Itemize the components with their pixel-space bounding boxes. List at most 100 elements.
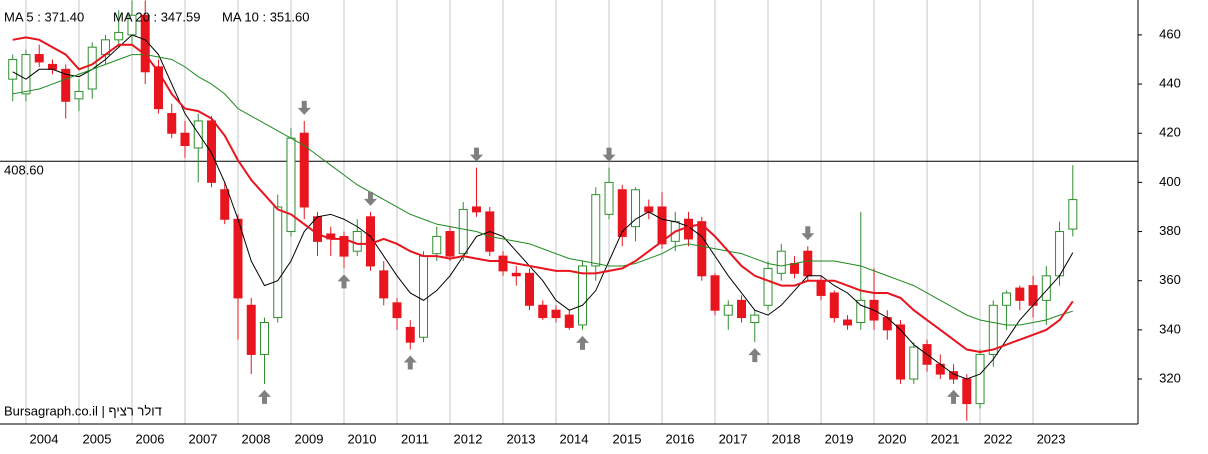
x-tick-label: 2012 xyxy=(454,431,483,446)
candle-body xyxy=(1068,199,1078,230)
candle-body xyxy=(988,304,998,355)
candle-body xyxy=(816,280,826,296)
candle-body xyxy=(220,189,230,220)
x-tick-label: 2006 xyxy=(136,431,165,446)
candle-body xyxy=(790,262,800,274)
candle-body xyxy=(114,31,124,41)
candle-body xyxy=(763,267,773,306)
candle-body xyxy=(233,218,243,299)
candle-body xyxy=(856,299,866,323)
x-tick-label: 2021 xyxy=(931,431,960,446)
y-tick-label: 320 xyxy=(1159,370,1181,385)
ma-line xyxy=(12,54,1073,326)
x-tick-label: 2019 xyxy=(825,431,854,446)
y-tick-label: 340 xyxy=(1159,321,1181,336)
candle-body xyxy=(962,378,972,405)
candle-body xyxy=(153,66,163,110)
candle-body xyxy=(472,206,482,213)
candle-body xyxy=(882,317,892,331)
signal-arrow xyxy=(801,226,815,241)
candle-body xyxy=(273,206,283,319)
candle-body xyxy=(710,275,720,311)
candle-body xyxy=(339,235,349,257)
signal-arrow xyxy=(257,389,271,404)
x-tick-label: 2017 xyxy=(719,431,748,446)
candle-body xyxy=(419,255,429,338)
ma-line xyxy=(12,36,1074,353)
y-tick-label: 460 xyxy=(1159,26,1181,41)
candle-body xyxy=(843,319,853,326)
candle-body xyxy=(909,346,919,380)
candle-body xyxy=(299,132,309,208)
candle-body xyxy=(578,265,588,326)
x-tick-label: 2008 xyxy=(242,431,271,446)
candle-body xyxy=(432,235,442,255)
x-tick-label: 2005 xyxy=(83,431,112,446)
candle-body xyxy=(458,208,468,255)
signal-arrow xyxy=(602,147,616,162)
candle-body xyxy=(34,54,44,63)
candle-body xyxy=(631,189,641,228)
candle-body xyxy=(697,221,707,277)
candle-body xyxy=(1041,275,1051,301)
candle-body xyxy=(564,314,574,328)
y-tick-label: 380 xyxy=(1159,223,1181,238)
candle-body xyxy=(617,189,627,237)
candle-body xyxy=(1002,292,1012,306)
ma-line xyxy=(12,34,1074,380)
candle-body xyxy=(737,299,747,319)
plot xyxy=(8,0,1078,421)
signal-arrow xyxy=(947,389,961,404)
candle-body xyxy=(829,292,839,319)
x-tick-label: 2013 xyxy=(507,431,536,446)
x-tick-label: 2010 xyxy=(348,431,377,446)
candle-body xyxy=(591,194,601,267)
x-tick-label: 2023 xyxy=(1037,431,1066,446)
candle-body xyxy=(259,321,269,355)
signal-arrow xyxy=(337,274,351,289)
candle-body xyxy=(975,353,985,405)
legend-entry: MA 20 : 347.59 xyxy=(113,9,200,24)
y-tick-label: 420 xyxy=(1159,125,1181,140)
candle-body xyxy=(896,324,906,380)
candle-body xyxy=(551,309,561,319)
signal-arrow xyxy=(403,355,417,370)
y-tick-label: 360 xyxy=(1159,272,1181,287)
candle-body xyxy=(352,231,362,252)
candle-body xyxy=(405,326,415,343)
candle-body xyxy=(180,132,190,147)
signal-arrow xyxy=(470,147,484,162)
legend-entry: MA 5 : 371.40 xyxy=(4,9,84,24)
x-tick-label: 2007 xyxy=(189,431,218,446)
x-tick-label: 2011 xyxy=(401,431,429,446)
candle-body xyxy=(538,304,548,319)
candle-body xyxy=(604,181,614,215)
signal-arrow xyxy=(748,348,762,363)
legend-entry: MA 10 : 351.60 xyxy=(222,9,309,24)
candle-body xyxy=(644,206,654,213)
candle-body xyxy=(525,272,535,306)
x-tick-label: 2009 xyxy=(295,431,324,446)
y-tick-label: 400 xyxy=(1159,174,1181,189)
watermark: Bursagraph.co.il | דולר רציף xyxy=(4,403,162,418)
candle-body xyxy=(61,68,71,102)
candle-body xyxy=(803,250,813,277)
candle-body xyxy=(167,113,177,134)
candle-body xyxy=(445,231,455,257)
signal-arrow xyxy=(297,100,311,115)
candle-body xyxy=(1055,231,1065,277)
candle-body xyxy=(47,63,57,70)
candle-body xyxy=(206,120,216,183)
x-tick-label: 2015 xyxy=(613,431,642,446)
candle-body xyxy=(74,90,84,100)
reference-label: 408.60 xyxy=(4,163,44,178)
candle-body xyxy=(776,250,786,274)
x-tick-label: 2016 xyxy=(666,431,695,446)
candle-body xyxy=(723,304,733,316)
candle-body xyxy=(392,302,402,319)
candle-body xyxy=(511,272,521,277)
signal-arrow xyxy=(576,335,590,350)
x-tick-label: 2018 xyxy=(772,431,801,446)
